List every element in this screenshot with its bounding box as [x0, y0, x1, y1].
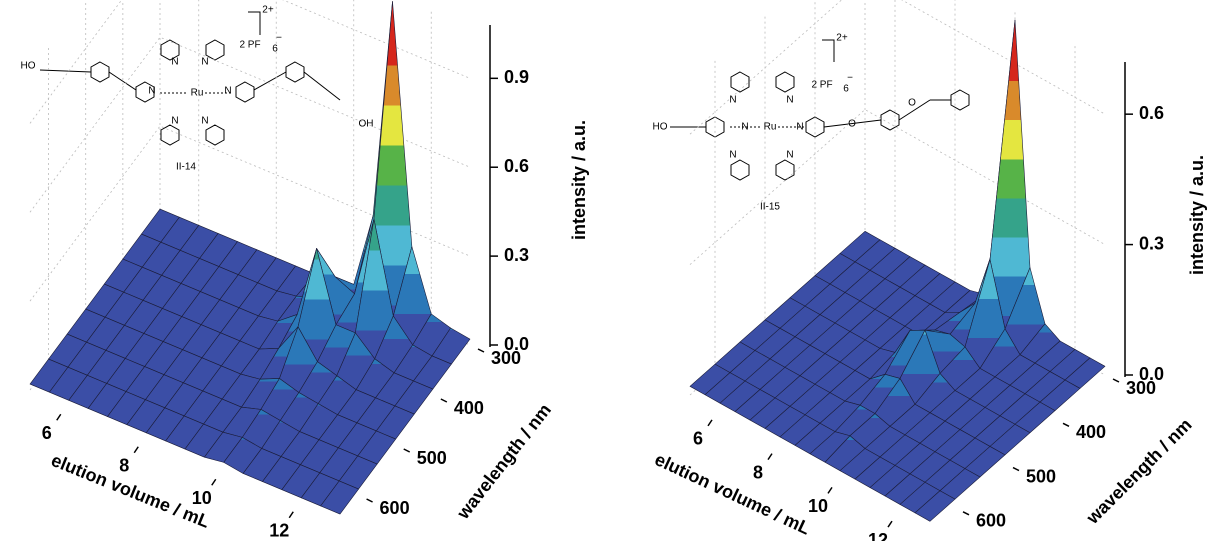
y-tick-label: 500	[1026, 466, 1056, 486]
annotation: N	[201, 116, 208, 127]
annotation: 2+	[836, 33, 848, 44]
grid-line	[689, 109, 1106, 265]
x-tick	[887, 520, 893, 528]
z-tick-label: 0.3	[504, 245, 529, 265]
y-tick	[366, 498, 373, 503]
z-tick-label: 0.6	[1139, 103, 1164, 123]
annotation: N	[729, 150, 736, 161]
y-tick	[477, 348, 485, 353]
y-tick-label: 300	[491, 348, 521, 368]
x-tick	[56, 413, 62, 421]
z-axis-title: intensity / a.u.	[1187, 155, 1207, 275]
annotation: N	[729, 95, 736, 106]
annotation: 2 PF	[239, 40, 260, 51]
surface-cell	[320, 480, 359, 515]
y-tick	[1012, 466, 1020, 472]
z-tick-label: 0.6	[504, 156, 529, 176]
annotation: N	[201, 57, 208, 68]
annotation: N	[171, 116, 178, 127]
z-tick-label: 0.0	[1139, 364, 1164, 384]
y-tick-label: 600	[380, 498, 410, 518]
grid-line	[29, 0, 471, 124]
x-tick-label: 10	[808, 496, 828, 516]
y-tick-label: 500	[417, 448, 447, 468]
x-tick	[707, 419, 713, 427]
annotation: HO	[653, 122, 668, 133]
annotation: N	[148, 86, 155, 97]
x-tick	[827, 486, 833, 494]
annotation: N	[224, 86, 231, 97]
annotation: −	[847, 73, 853, 84]
z-tick-label: 0.9	[504, 67, 529, 87]
y-tick	[962, 511, 970, 516]
x-tick-label: 8	[753, 462, 763, 482]
annotation: 6	[843, 84, 849, 95]
surface-chart: 0.0 0.3 0.6 0.9 6 8 10 12 300 400 500 600 elution vo…	[21, 0, 589, 541]
y-tick	[1062, 422, 1070, 427]
annotation: OH	[359, 119, 374, 130]
x-axis-title: elution volume / mL	[48, 450, 212, 532]
annotation: 2 PF	[811, 80, 832, 91]
x-tick	[288, 511, 294, 519]
annotation: N	[171, 57, 178, 68]
annotation: N	[786, 95, 793, 106]
surface-chart: 0.0 0.3 0.6 6 8 10 12 300 400 500 600 elution volum…	[652, 0, 1207, 541]
y-tick-label: 400	[1076, 422, 1106, 442]
annotation: −	[276, 33, 282, 44]
x-tick-label: 12	[868, 530, 888, 541]
x-tick	[133, 446, 139, 454]
x-axis-title: elution volume / mL	[652, 449, 814, 539]
y-tick-label: 600	[976, 511, 1006, 531]
x-tick	[211, 478, 217, 486]
x-tick-label: 6	[693, 429, 703, 449]
annotation: Ru	[191, 88, 204, 99]
annotation: O	[908, 98, 916, 109]
y-tick-label: 400	[454, 398, 484, 418]
x-tick-label: 10	[192, 488, 212, 508]
y-tick	[1112, 378, 1120, 383]
surface-cell	[914, 490, 956, 522]
y-tick	[440, 398, 448, 403]
z-axis-title: intensity / a.u.	[569, 120, 589, 240]
y-tick	[403, 448, 411, 453]
annotation: 2+	[262, 5, 274, 16]
molecule-sketch	[39, 11, 970, 181]
annotation: II-15	[760, 202, 780, 213]
x-tick-label: 6	[42, 423, 52, 443]
annotation: N	[741, 122, 748, 133]
annotation: Ru	[764, 122, 777, 133]
z-tick-label: 0.3	[1139, 233, 1164, 253]
x-tick	[767, 453, 773, 461]
x-tick-label: 8	[119, 456, 129, 476]
y-tick-label: 300	[1126, 378, 1156, 398]
y-axis-title: wavelength / nm	[452, 400, 555, 523]
annotation: II-14	[176, 162, 196, 173]
annotation: N	[786, 150, 793, 161]
annotation: O	[848, 119, 856, 130]
annotation: 6	[272, 44, 278, 55]
annotation: HO	[21, 61, 36, 72]
z-tick-label: 0.0	[504, 334, 529, 354]
x-tick-label: 12	[269, 521, 289, 541]
annotation: N	[796, 122, 803, 133]
